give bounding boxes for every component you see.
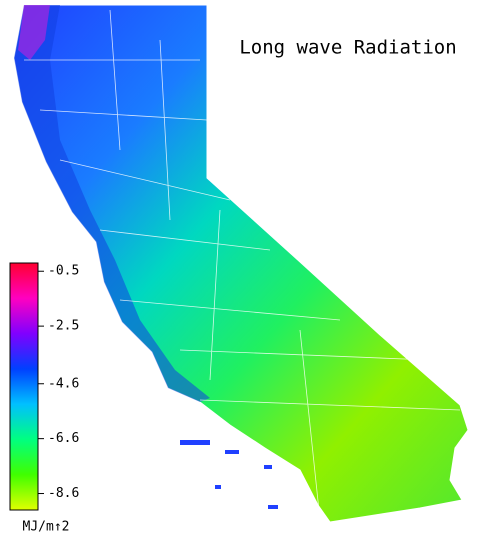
tick-label: -6.6 [48,431,79,446]
tick-label: -2.5 [48,319,79,334]
map-title: Long wave Radiation [239,37,456,59]
colorbar-unit: MJ/m↑2 [23,520,70,535]
north-corner [18,5,50,60]
tick-label: -8.6 [48,486,79,501]
state-outline [13,4,469,523]
tick-label: -0.5 [48,264,79,279]
colorbar [9,262,39,511]
colorbar-ticks: -0.5 -2.5 -4.6 -6.6 -8.6 [38,264,79,501]
islands [180,440,278,509]
tick-label: -4.6 [48,376,79,391]
county-lines [24,9,461,521]
